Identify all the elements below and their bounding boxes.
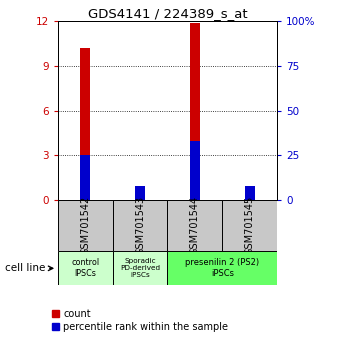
- Title: GDS4141 / 224389_s_at: GDS4141 / 224389_s_at: [88, 7, 247, 20]
- Bar: [168, 200, 222, 251]
- Bar: [245, 195, 255, 200]
- Text: GSM701543: GSM701543: [135, 196, 145, 255]
- Bar: [168, 251, 277, 285]
- Text: cell line: cell line: [5, 263, 46, 273]
- Bar: [113, 200, 167, 251]
- Text: Sporadic
PD-derived
iPSCs: Sporadic PD-derived iPSCs: [120, 258, 160, 278]
- Bar: [80, 48, 90, 200]
- Text: GSM701545: GSM701545: [245, 196, 255, 255]
- Bar: [58, 200, 113, 251]
- Bar: [135, 190, 145, 200]
- Bar: [80, 155, 90, 200]
- Text: GSM701544: GSM701544: [190, 196, 200, 255]
- Bar: [113, 251, 167, 285]
- Text: presenilin 2 (PS2)
iPSCs: presenilin 2 (PS2) iPSCs: [185, 258, 259, 278]
- Text: control
IPSCs: control IPSCs: [71, 258, 99, 278]
- Bar: [135, 186, 145, 200]
- Bar: [222, 200, 277, 251]
- Text: GSM701542: GSM701542: [80, 196, 90, 255]
- Bar: [58, 251, 113, 285]
- Bar: [190, 141, 200, 200]
- Bar: [190, 23, 200, 200]
- Bar: [245, 186, 255, 200]
- Legend: count, percentile rank within the sample: count, percentile rank within the sample: [52, 309, 228, 332]
